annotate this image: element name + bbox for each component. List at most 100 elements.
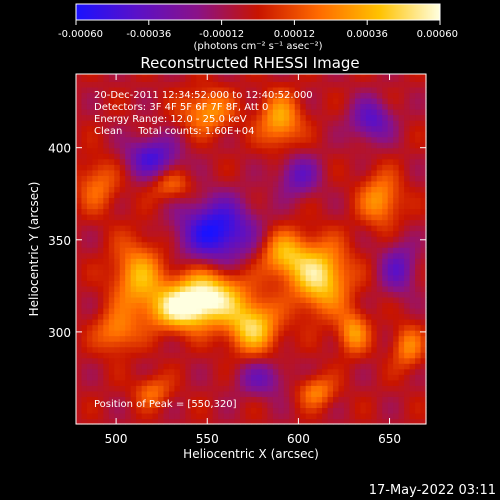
heatmap-cell <box>333 269 340 276</box>
heatmap-cell <box>130 131 137 138</box>
heatmap-cell <box>86 153 94 160</box>
heatmap-cell <box>278 92 285 99</box>
heatmap-cell <box>398 147 405 154</box>
heatmap-cell <box>76 219 83 226</box>
heatmap-cell <box>103 92 110 99</box>
heatmap-cell <box>103 296 110 304</box>
heatmap-cell <box>125 280 132 287</box>
x-tick-label: 550 <box>196 432 219 446</box>
heatmap-cell <box>163 191 170 199</box>
heatmap-cell <box>158 169 165 176</box>
heatmap-cell <box>322 147 329 154</box>
heatmap-cell <box>158 81 165 88</box>
heatmap-cell <box>333 274 340 281</box>
heatmap-cell <box>97 385 104 392</box>
heatmap-cell <box>163 346 170 353</box>
heatmap-cell <box>190 197 197 204</box>
heatmap-cell <box>415 313 422 320</box>
heatmap-cell <box>163 401 170 409</box>
heatmap-cell <box>223 175 230 182</box>
heatmap-cell <box>371 180 378 187</box>
heatmap-cell <box>354 401 361 409</box>
heatmap-cell <box>398 120 405 127</box>
heatmap-cell <box>201 191 208 199</box>
heatmap-cell <box>190 142 197 149</box>
heatmap-cell <box>168 285 176 292</box>
heatmap-cell <box>119 412 126 420</box>
heatmap-cell <box>360 296 367 304</box>
heatmap-cell <box>190 412 197 420</box>
heatmap-cell <box>174 109 181 116</box>
heatmap-cell <box>311 158 318 165</box>
heatmap-cell <box>130 202 137 210</box>
heatmap-cell <box>103 390 110 397</box>
heatmap-cell <box>393 230 400 237</box>
heatmap-cell <box>343 324 351 331</box>
heatmap-cell <box>103 346 110 353</box>
heatmap-cell <box>409 103 416 110</box>
heatmap-cell <box>316 274 323 281</box>
heatmap-cell <box>174 219 181 226</box>
heatmap-cell <box>404 97 411 105</box>
heatmap-cell <box>333 335 340 342</box>
heatmap-cell <box>327 258 334 265</box>
heatmap-cell <box>349 202 356 210</box>
heatmap-cell <box>190 241 197 248</box>
heatmap-cell <box>311 341 318 348</box>
heatmap-cell <box>174 202 181 210</box>
heatmap-cell <box>393 120 400 127</box>
heatmap-cell <box>119 86 126 94</box>
heatmap-cell <box>240 75 247 82</box>
heatmap-cell <box>147 120 154 127</box>
heatmap-cell <box>311 153 318 160</box>
heatmap-cell <box>223 363 230 370</box>
heatmap-cell <box>190 186 197 193</box>
heatmap-cell <box>152 385 159 392</box>
heatmap-cell <box>190 180 197 187</box>
heatmap-cell <box>382 291 389 298</box>
heatmap-cell <box>360 131 367 138</box>
x-axis-label: Heliocentric X (arcsec) <box>183 447 319 461</box>
heatmap-cell <box>327 385 334 392</box>
heatmap-cell <box>76 74 83 77</box>
heatmap-cell <box>92 191 99 199</box>
heatmap-cell <box>114 153 121 160</box>
heatmap-cell <box>349 164 356 171</box>
heatmap-cell <box>343 97 351 105</box>
heatmap-cell <box>387 197 394 204</box>
heatmap-cell <box>256 269 263 276</box>
heatmap-cell <box>267 280 274 287</box>
heatmap-cell <box>343 396 351 403</box>
heatmap-cell <box>207 341 214 348</box>
heatmap-cell <box>92 202 99 210</box>
heatmap-cell <box>343 407 351 414</box>
heatmap-cell <box>168 81 176 88</box>
heatmap-cell <box>218 363 225 370</box>
heatmap-cell <box>376 335 383 342</box>
heatmap-cell <box>376 109 383 116</box>
heatmap-cell <box>382 313 389 320</box>
heatmap-cell <box>289 274 296 281</box>
heatmap-cell <box>393 252 400 259</box>
heatmap-cell <box>371 219 378 226</box>
heatmap-cell <box>283 86 290 94</box>
heatmap-cell <box>229 258 236 265</box>
heatmap-cell <box>234 81 241 88</box>
heatmap-cell <box>404 81 411 88</box>
heatmap-cell <box>196 86 203 94</box>
heatmap-cell <box>398 86 405 94</box>
heatmap-cell <box>415 341 422 348</box>
heatmap-cell <box>305 225 312 232</box>
heatmap-cell <box>86 357 94 364</box>
heatmap-cell <box>316 324 323 331</box>
heatmap-cell <box>185 225 192 232</box>
heatmap-cell <box>349 158 356 165</box>
heatmap-cell <box>130 197 137 204</box>
heatmap-cell <box>360 191 367 199</box>
heatmap-cell <box>108 219 115 226</box>
heatmap-cell <box>376 97 383 105</box>
heatmap-cell <box>190 75 197 82</box>
heatmap-cell <box>393 74 400 77</box>
heatmap-cell <box>300 92 307 99</box>
heatmap-cell <box>343 225 351 232</box>
